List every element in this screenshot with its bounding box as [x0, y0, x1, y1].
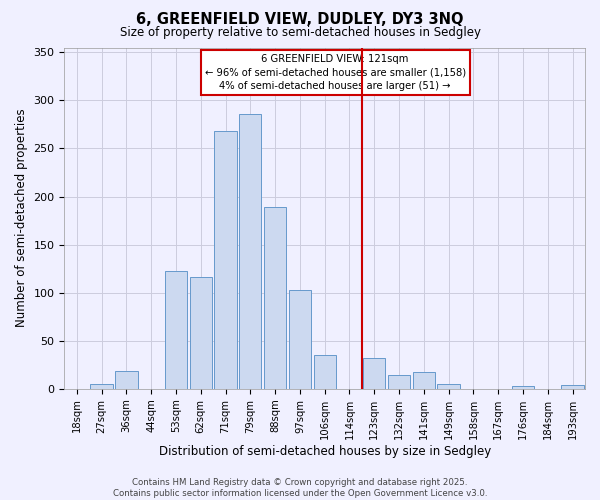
Bar [91, 384, 113, 389]
Text: Size of property relative to semi-detached houses in Sedgley: Size of property relative to semi-detach… [119, 26, 481, 39]
Bar [239, 114, 262, 389]
Text: 6 GREENFIELD VIEW: 121sqm
← 96% of semi-detached houses are smaller (1,158)
4% o: 6 GREENFIELD VIEW: 121sqm ← 96% of semi-… [205, 54, 466, 90]
Bar [289, 290, 311, 389]
Bar [165, 270, 187, 389]
Bar [214, 131, 236, 389]
Bar [264, 207, 286, 389]
Bar [388, 376, 410, 389]
Text: Contains HM Land Registry data © Crown copyright and database right 2025.
Contai: Contains HM Land Registry data © Crown c… [113, 478, 487, 498]
Bar [314, 355, 336, 389]
Bar [190, 278, 212, 389]
Bar [437, 384, 460, 389]
Bar [363, 358, 385, 389]
Bar [115, 370, 137, 389]
Bar [413, 372, 435, 389]
Bar [512, 386, 534, 389]
X-axis label: Distribution of semi-detached houses by size in Sedgley: Distribution of semi-detached houses by … [158, 444, 491, 458]
Y-axis label: Number of semi-detached properties: Number of semi-detached properties [15, 109, 28, 328]
Bar [562, 385, 584, 389]
Text: 6, GREENFIELD VIEW, DUDLEY, DY3 3NQ: 6, GREENFIELD VIEW, DUDLEY, DY3 3NQ [136, 12, 464, 26]
